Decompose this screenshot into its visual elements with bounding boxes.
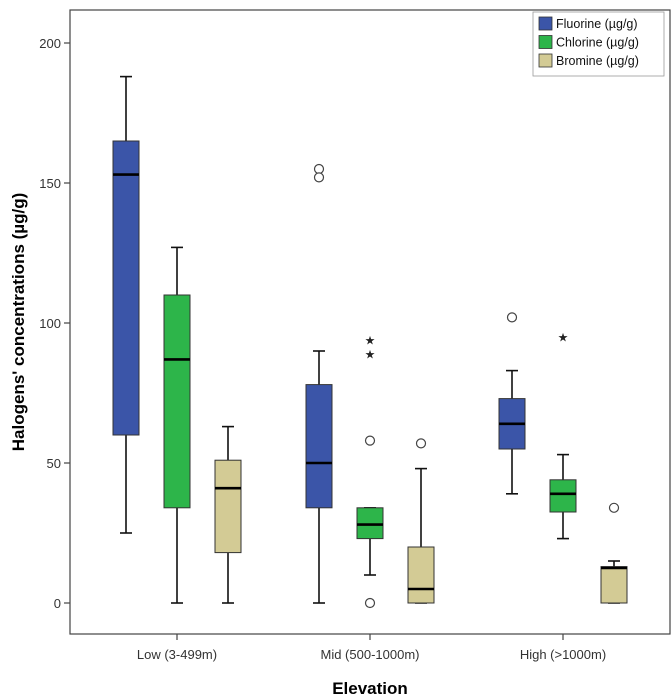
outlier-point [364, 597, 376, 609]
outlier-point [608, 502, 620, 513]
legend-swatch-fluorine [538, 16, 553, 31]
iqr-box [305, 384, 333, 509]
x-axis-title: Elevation [332, 679, 408, 698]
y-tick-label: 100 [39, 316, 61, 331]
box-chlorine-2: ★ [549, 331, 577, 540]
outlier-point [506, 312, 518, 323]
legend-frame [532, 11, 665, 77]
x-tick-label: Mid (500-1000m) [321, 647, 420, 662]
y-axis: 0 50 100 150 200 [39, 36, 70, 611]
legend-swatch-chlorine [538, 35, 553, 49]
legend-label-chlorine: Chlorine (µg/g) [556, 36, 639, 50]
extreme-point: ★ [365, 333, 376, 347]
box-chlorine-0 [163, 246, 191, 604]
iqr-box [214, 459, 242, 554]
box-chlorine-1: ★★ [356, 333, 384, 609]
legend: Fluorine (µg/g) Chlorine (µg/g) Bromine (µ… [532, 11, 665, 77]
legend-label-fluorine: Fluorine (µg/g) [556, 17, 638, 31]
iqr-box [112, 140, 140, 436]
y-tick-label: 50 [47, 456, 61, 471]
outlier-point [415, 438, 427, 449]
box-fluorine-1 [305, 163, 333, 604]
box-bromine-1 [407, 438, 435, 604]
x-tick-label: High (>1000m) [520, 647, 606, 662]
outlier-point [313, 172, 325, 183]
y-tick-label: 0 [54, 596, 61, 611]
box-bromine-2 [600, 502, 628, 604]
iqr-box [163, 294, 191, 509]
box-bromine-0 [214, 425, 242, 604]
iqr-box [549, 479, 577, 513]
x-tick-label: Low (3-499m) [137, 647, 217, 662]
x-axis: Low (3-499m) Mid (500-1000m) High (>1000m) [137, 634, 606, 662]
box-fluorine-0 [112, 75, 140, 534]
legend-label-bromine: Bromine (µg/g) [556, 54, 639, 68]
iqr-box [356, 507, 384, 540]
y-axis-title: Halogens' concentrations (µg/g) [9, 193, 28, 451]
extreme-point: ★ [365, 347, 376, 361]
outlier-point [313, 163, 325, 175]
boxes-layer: ★★★ [112, 75, 628, 609]
extreme-point: ★ [558, 331, 569, 345]
y-tick-label: 200 [39, 36, 61, 51]
iqr-box [600, 566, 628, 604]
legend-swatch-bromine [538, 53, 553, 68]
box-fluorine-2 [498, 312, 526, 495]
y-tick-label: 150 [39, 176, 61, 191]
iqr-box [407, 546, 435, 604]
outlier-point [364, 435, 376, 446]
